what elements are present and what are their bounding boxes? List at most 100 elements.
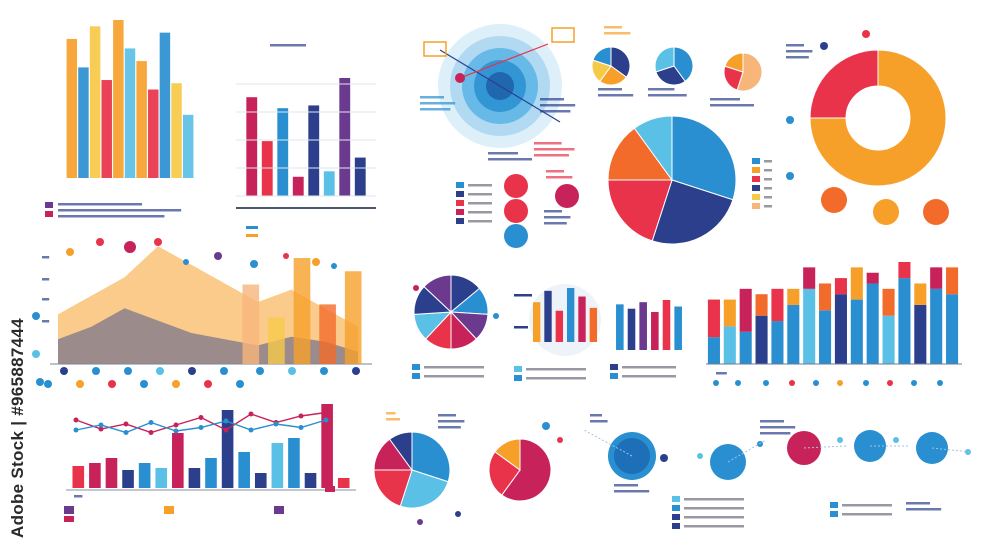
legend-swatch [274, 506, 284, 514]
pie-small-3 [723, 52, 763, 92]
legend-swatch [752, 176, 760, 182]
legend-swatch [610, 373, 618, 379]
stacked-bars-right [707, 262, 959, 364]
pie-slice [599, 65, 628, 86]
stacked-dots [713, 380, 943, 386]
bar [159, 32, 171, 178]
pie-bottom-2 [488, 438, 552, 502]
dot [821, 187, 847, 213]
dot [32, 350, 40, 358]
dot [183, 259, 189, 265]
text-line [546, 176, 573, 179]
pie-slice [673, 46, 694, 83]
dot [862, 30, 870, 38]
text-line [42, 278, 50, 281]
dot [417, 519, 423, 525]
chart-bars-top-second [246, 78, 366, 196]
bar [238, 452, 250, 488]
stat-label [546, 170, 573, 179]
title-line [270, 44, 306, 47]
bar [277, 108, 289, 196]
text-line [716, 372, 727, 375]
node-connectors [583, 429, 971, 463]
pie-slice [488, 451, 521, 496]
text-line [590, 414, 602, 417]
watermark-text: Adobe Stock | #965887444 [8, 318, 27, 538]
bar [205, 458, 217, 488]
text-line [540, 110, 571, 113]
x-tick-row [74, 495, 83, 498]
text-line [420, 102, 456, 105]
dot [250, 260, 258, 268]
pie-label-3 [710, 98, 754, 107]
legend-swatch [456, 218, 464, 224]
legend-text-line [842, 504, 892, 507]
pie-small-1 [591, 46, 631, 86]
bar [66, 38, 78, 179]
bar [271, 443, 284, 488]
bar-segment [803, 288, 816, 364]
bar [555, 310, 564, 342]
legend-swatch [830, 511, 838, 517]
legend-text-line [684, 516, 744, 519]
dot [555, 184, 579, 208]
legend-swatch [412, 373, 420, 379]
dot [837, 380, 843, 386]
mini-marker [246, 234, 258, 237]
node-legend-3 [906, 502, 942, 511]
dot [542, 422, 550, 430]
text-line [786, 50, 813, 53]
dot [32, 312, 40, 320]
dot [288, 367, 296, 375]
legend-text-line [842, 513, 892, 516]
pie-slice [654, 46, 675, 73]
pie-slice [592, 46, 612, 67]
bar-segment [755, 315, 768, 364]
legend-swatch [752, 203, 760, 209]
bar [344, 271, 362, 364]
bar-segment [787, 304, 800, 364]
dot [887, 380, 893, 386]
legend-text-line [764, 196, 772, 199]
bar [323, 171, 335, 196]
dot [413, 285, 419, 291]
legend-swatch [672, 496, 680, 502]
dot [697, 453, 703, 459]
bar [532, 302, 541, 342]
bar-segment [771, 321, 784, 364]
text-line [710, 104, 754, 107]
bar [544, 290, 552, 342]
bar [105, 458, 118, 488]
bar [268, 317, 285, 364]
pie-slice [633, 115, 673, 182]
legend-swatch [456, 191, 464, 197]
pie-slice [610, 46, 631, 78]
dot [140, 380, 148, 388]
text-line [488, 152, 518, 155]
dot [124, 367, 132, 375]
text-line [604, 32, 631, 35]
label [514, 326, 528, 329]
legend-text-line [622, 366, 676, 369]
bar-segment [707, 299, 720, 338]
dot [873, 199, 899, 225]
text-line [590, 420, 608, 423]
mini-marker [246, 226, 258, 229]
line-overlay [64, 410, 356, 522]
text-line [540, 104, 576, 107]
legend-swatch [456, 200, 464, 206]
legend-text-line [684, 507, 744, 510]
dot [789, 380, 795, 386]
bar [662, 300, 671, 350]
pie-slice [423, 274, 452, 314]
pie-label-1 [598, 88, 634, 97]
stat-list [456, 182, 492, 224]
pie-small-2 [654, 46, 694, 86]
legend-text-line [468, 202, 492, 205]
text-line [648, 88, 675, 91]
bar [148, 89, 159, 178]
pie-mid-left [413, 274, 489, 350]
area-overlay-bars [242, 258, 362, 364]
legend-swatch [412, 364, 420, 370]
dot [352, 367, 360, 375]
